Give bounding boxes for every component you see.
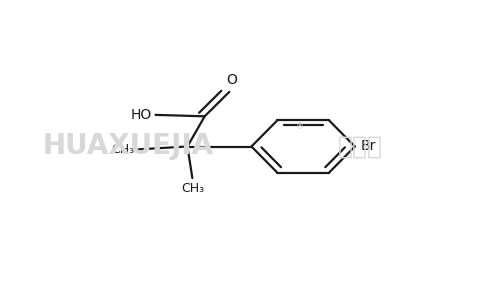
Text: 化学加: 化学加 (338, 134, 382, 159)
Text: HO: HO (130, 108, 151, 122)
Text: CH₃: CH₃ (181, 182, 204, 195)
Text: CH₃: CH₃ (111, 143, 134, 156)
Text: Br: Br (361, 139, 376, 154)
Text: O: O (226, 73, 237, 87)
Text: HUAXUEJIA: HUAXUEJIA (42, 132, 213, 161)
Text: ®: ® (296, 122, 304, 131)
